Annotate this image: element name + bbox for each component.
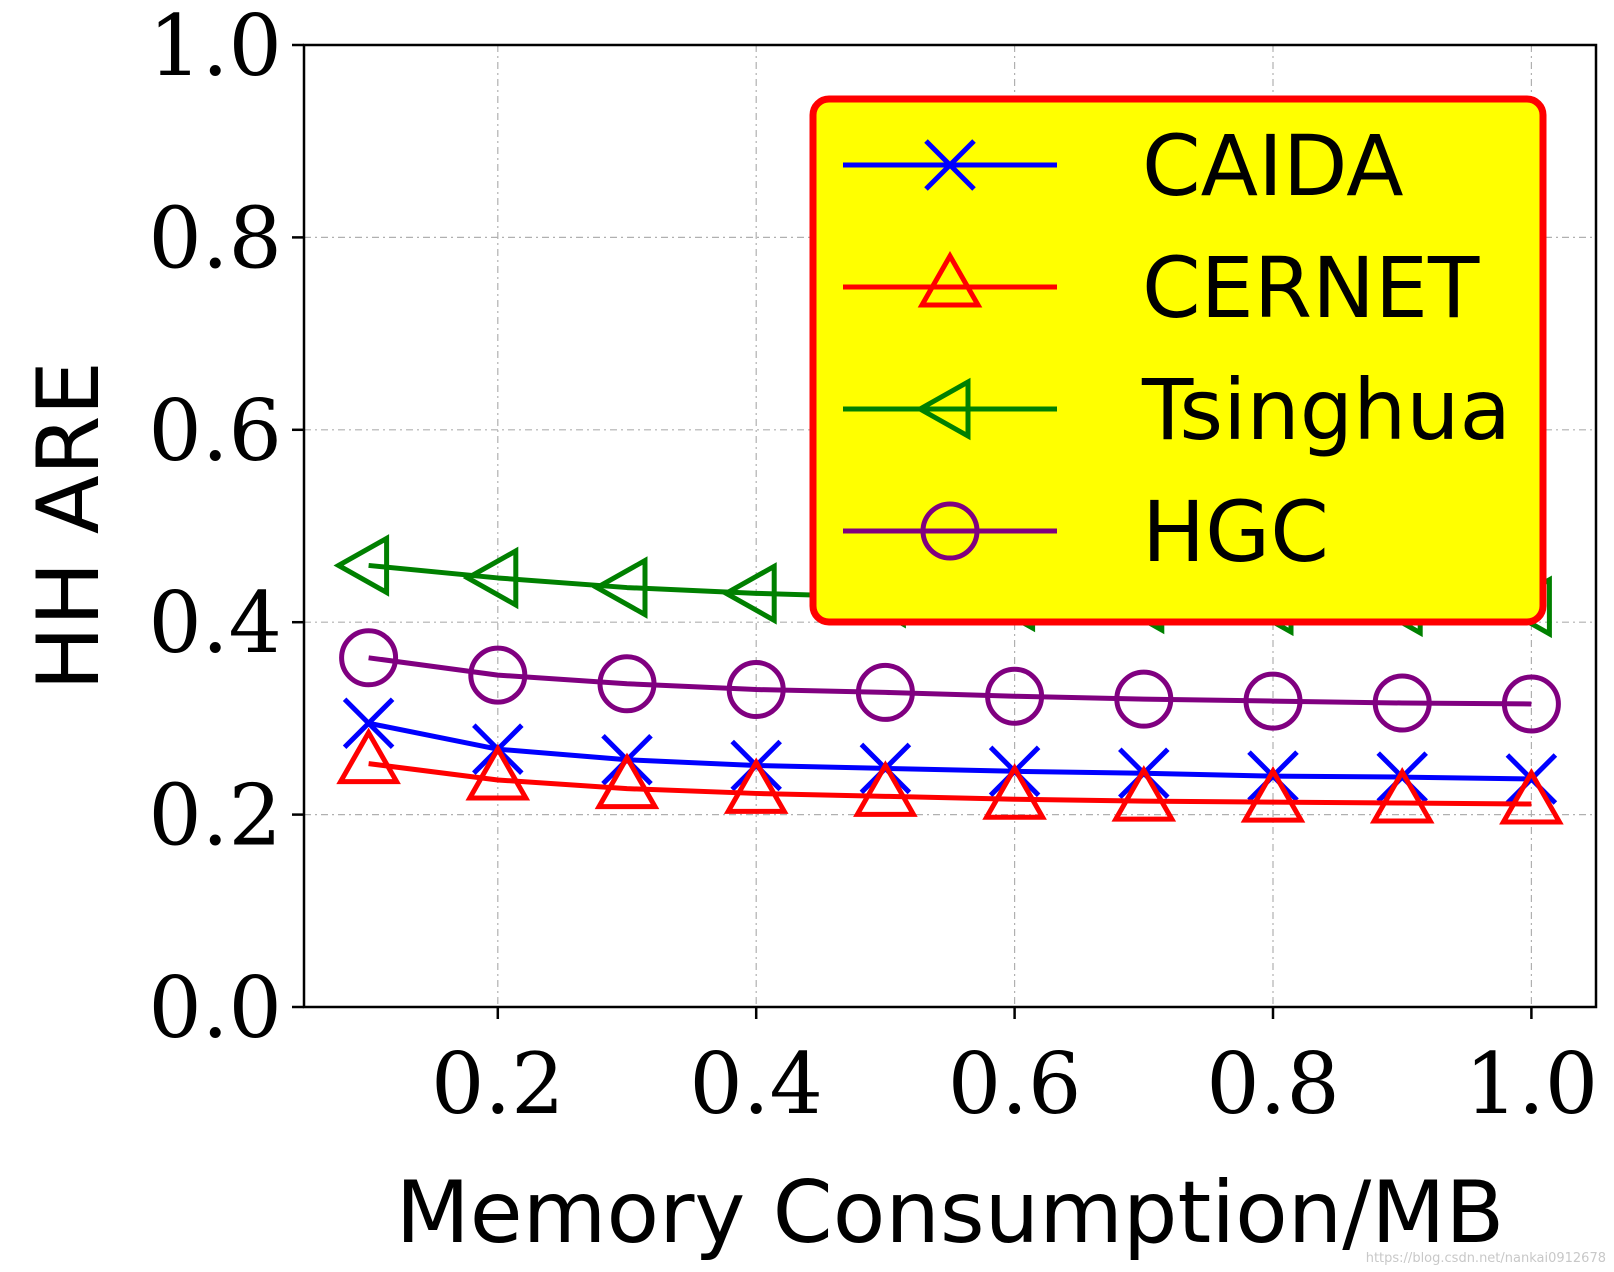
data-point-marker: [594, 752, 660, 810]
data-point-marker: [468, 645, 528, 705]
series-caida: [342, 697, 1558, 805]
plot-area-frame: [302, 43, 1598, 1009]
legend-entry-hgc: HGC: [843, 483, 1329, 581]
y-tick-label: 0.2: [148, 767, 282, 865]
series-line: [368, 761, 1532, 807]
data-point-marker: [342, 697, 395, 749]
data-point-marker: [1369, 767, 1435, 824]
data-point-marker: [1499, 767, 1564, 825]
legend: CAIDA CERNET Tsinghua HGC: [809, 95, 1547, 626]
data-point-marker: [597, 654, 657, 714]
x-tick-label: 1.0: [1465, 1035, 1599, 1133]
data-point-marker: [462, 546, 519, 610]
series-line: [368, 720, 1532, 782]
x-tick-label: 0.4: [689, 1035, 823, 1133]
data-point-marker: [336, 727, 401, 785]
legend-box: [809, 95, 1547, 626]
data-point-marker: [465, 743, 531, 801]
data-point-marker: [333, 534, 390, 597]
legend-entry-tsinghua: Tsinghua: [843, 361, 1511, 459]
data-point-marker: [1243, 671, 1303, 731]
data-point-marker: [721, 562, 777, 625]
watermark: https://blog.csdn.net/nankai0912678: [1366, 1251, 1606, 1266]
data-point-marker: [985, 666, 1045, 726]
y-tick-label: 1.0: [148, 0, 282, 95]
legend-marker: [917, 250, 983, 308]
legend-label: CERNET: [1142, 239, 1480, 337]
data-point-marker: [1501, 674, 1561, 734]
legend-label: HGC: [1142, 483, 1329, 581]
y-tick-label: 0.0: [148, 959, 282, 1057]
data-point-marker: [591, 556, 648, 619]
x-tick-label: 0.8: [1206, 1035, 1340, 1133]
axis-ticks: 0.2 0.4 0.6 0.8 1.0 0.0 0.2 0.4 0.6 0.8 1.0: [148, 0, 1598, 1133]
data-point-marker: [982, 763, 1047, 820]
data-point-marker: [726, 660, 786, 720]
legend-marker: [920, 501, 980, 561]
series-hgc: [339, 628, 1561, 734]
data-point-marker: [723, 757, 789, 814]
legend-marker: [914, 377, 971, 441]
legend-label: CAIDA: [1142, 117, 1404, 215]
y-tick-label: 0.8: [148, 189, 282, 287]
data-point-marker: [1114, 669, 1174, 729]
x-axis-label: Memory Consumption/MB: [396, 1163, 1505, 1263]
y-axis-label: HH ARE: [19, 361, 119, 691]
x-tick-label: 0.2: [431, 1035, 565, 1133]
data-point-marker: [339, 628, 399, 688]
data-point-marker: [1505, 753, 1558, 805]
series-line: [368, 655, 1532, 707]
legend-label: Tsinghua: [1141, 361, 1511, 459]
data-point-marker: [1372, 673, 1432, 733]
data-point-marker: [1111, 765, 1177, 822]
y-tick-label: 0.6: [148, 382, 282, 480]
data-point-marker: [855, 662, 915, 722]
series-cernet: [336, 727, 1564, 825]
legend-entry-caida: CAIDA: [843, 117, 1404, 215]
legend-marker: [924, 139, 976, 191]
y-tick-label: 0.4: [148, 574, 282, 672]
x-tick-label: 0.6: [948, 1035, 1082, 1133]
data-point-marker: [853, 760, 918, 817]
data-point-marker: [1240, 766, 1306, 823]
legend-entry-cernet: CERNET: [843, 239, 1480, 337]
